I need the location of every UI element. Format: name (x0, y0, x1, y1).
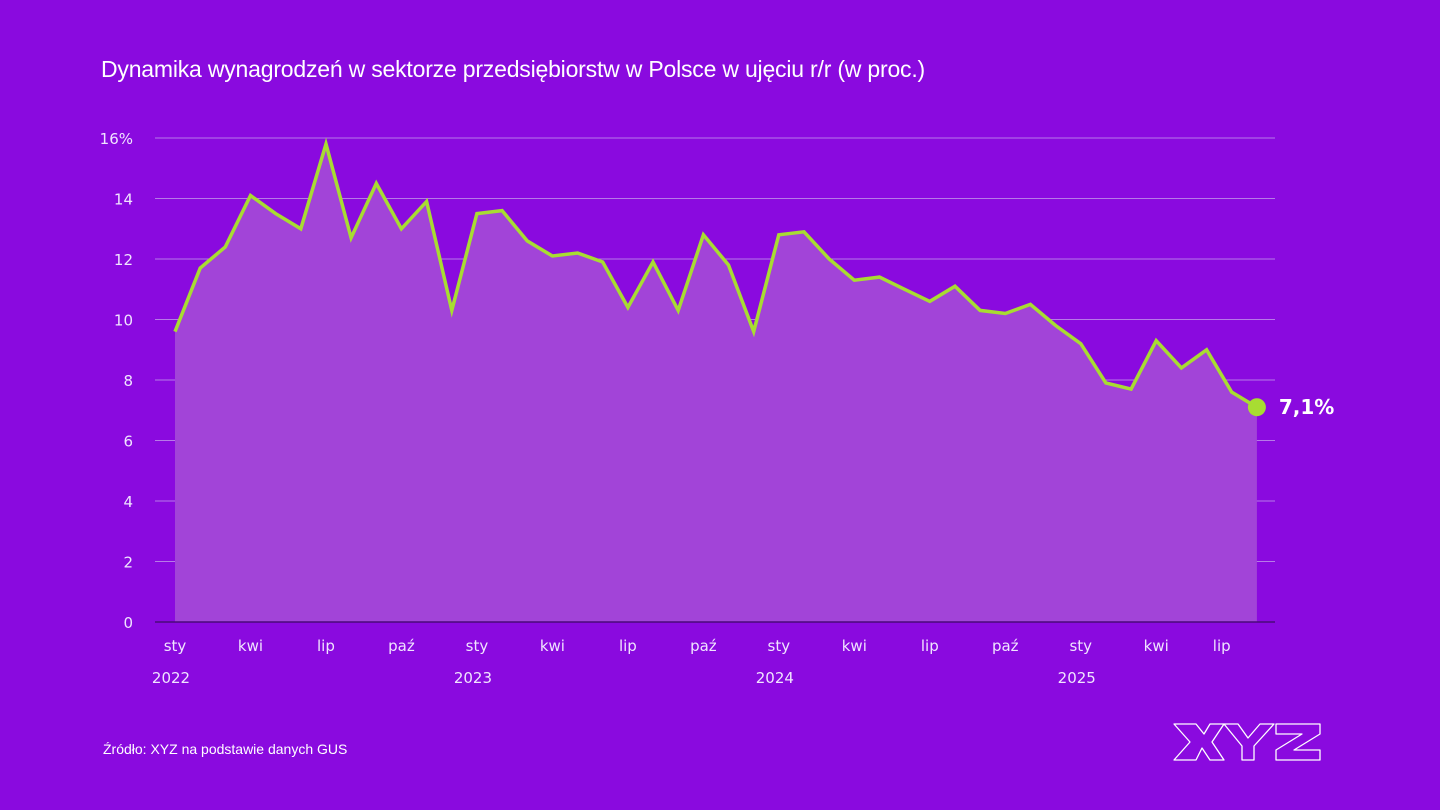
y-tick-label: 10 (114, 312, 133, 330)
x-axis-year-labels: 2022 2023 2024 2025 (152, 669, 1096, 687)
x-tick-label: kwi (842, 637, 867, 655)
x-tick-label: sty (1069, 637, 1092, 655)
end-value-label: 7,1% (1279, 395, 1334, 419)
y-tick-label: 12 (114, 251, 133, 269)
x-tick-label: lip (317, 637, 335, 655)
series-line (173, 137, 1258, 409)
end-point-marker (1247, 398, 1266, 417)
x-year-label: 2025 (1058, 669, 1096, 687)
chart-title: Dynamika wynagrodzeń w sektorze przedsię… (101, 56, 925, 82)
x-tick-label: paź (690, 637, 717, 655)
y-axis-ticks: 0 2 4 6 8 10 12 14 16% (100, 130, 133, 632)
x-tick-label: sty (768, 637, 791, 655)
source-note: Źródło: XYZ na podstawie danych GUS (103, 741, 348, 757)
x-axis-month-labels: sty kwi lip paź sty kwi lip paź sty kwi lip paź sty k… (164, 637, 1231, 655)
y-tick-label: 2 (123, 554, 133, 572)
y-tick-label: 14 (114, 191, 133, 209)
y-tick-label: 4 (123, 493, 133, 511)
xyz-logo (1173, 723, 1321, 761)
logo-x-shape (1173, 723, 1225, 761)
y-tick-label: 6 (123, 433, 133, 451)
y-tick-label: 16% (100, 130, 133, 148)
x-tick-label: paź (388, 637, 415, 655)
x-tick-label: kwi (1144, 637, 1169, 655)
x-tick-label: sty (164, 637, 187, 655)
x-tick-label: kwi (238, 637, 263, 655)
logo-z-shape (1275, 723, 1321, 761)
y-tick-label: 8 (123, 372, 133, 390)
x-year-label: 2022 (152, 669, 190, 687)
x-tick-label: lip (619, 637, 637, 655)
x-tick-label: lip (1213, 637, 1231, 655)
x-year-label: 2024 (756, 669, 794, 687)
x-tick-label: paź (992, 637, 1019, 655)
logo-y-shape (1223, 723, 1275, 761)
x-tick-label: kwi (540, 637, 565, 655)
x-tick-label: lip (921, 637, 939, 655)
y-tick-label: 0 (123, 614, 133, 632)
x-tick-label: sty (466, 637, 489, 655)
area-fill (175, 144, 1257, 622)
x-year-label: 2023 (454, 669, 492, 687)
